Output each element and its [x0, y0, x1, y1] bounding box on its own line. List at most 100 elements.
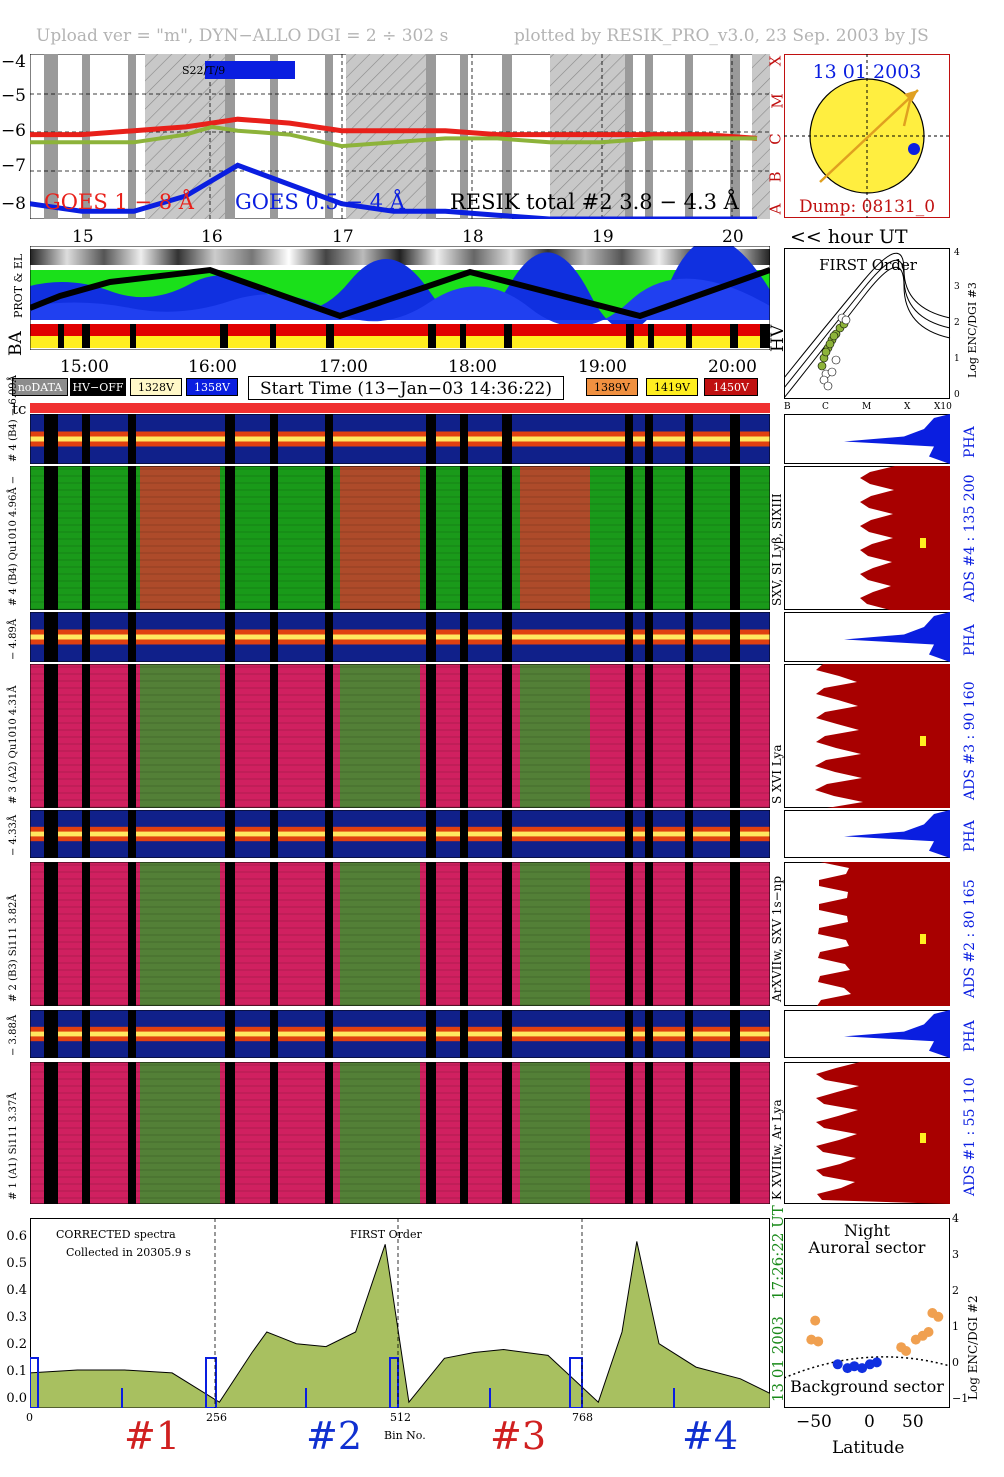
goes-series-2 [30, 124, 757, 149]
xtick: 768 [572, 1411, 593, 1424]
ytick: 1 [952, 1320, 959, 1333]
pha-histogram-3 [784, 612, 950, 662]
latitude-point [832, 1359, 843, 1370]
ytick: −6 [0, 121, 26, 141]
ads-profile-1 [784, 1062, 950, 1204]
orbit-track [30, 266, 770, 320]
upload-version: Upload ver = "m", DYN−ALLO DGI = 2 ÷ 302… [36, 26, 449, 46]
first-order-point [827, 367, 837, 377]
channel-label-1: # 1 (A1) Si111 3.37Å [8, 1092, 19, 1200]
first-order-point [831, 355, 841, 365]
hour-ut-label: << hour UT [790, 226, 908, 248]
ytick: 2 [954, 318, 960, 328]
background-label: Background sector [790, 1377, 944, 1396]
goes-series-0 [30, 116, 758, 141]
line-ids-3: S XVI Lya [770, 744, 784, 805]
class-label: C [766, 133, 785, 145]
pha-strip-1 [30, 1010, 770, 1058]
corrected-label: CORRECTED spectra [56, 1228, 176, 1241]
ytick: −7 [0, 156, 26, 176]
auroral-label: Auroral sector [808, 1238, 926, 1257]
time-tick: 19:00 [578, 357, 627, 377]
elevation-strip [30, 249, 770, 265]
latitude-point [813, 1336, 824, 1347]
hour-tick: 17 [332, 227, 354, 247]
spectrum-series [30, 1241, 770, 1408]
xtick: −50 [796, 1412, 832, 1432]
pha-strip-3 [30, 612, 770, 662]
xtick: 0 [26, 1411, 33, 1424]
first-order-scatter [817, 313, 851, 391]
legend-nodata: noDATA [12, 378, 68, 396]
hour-tick: 15 [72, 227, 94, 247]
collected-label: Collected in 20305.9 s [66, 1246, 191, 1259]
spectrum-plot: CORRECTED spectra Collected in 20305.9 s… [30, 1218, 770, 1408]
class-label: X [766, 55, 785, 67]
latitude-panel: Night Auroral sector Background sector [784, 1218, 951, 1408]
xtick: 256 [206, 1411, 227, 1424]
legend-1389v: 1389V [586, 378, 638, 396]
line-ids-2: ArXVIIw, SXV 1s−np [770, 875, 784, 1002]
lat-ylabel: Log ENC/DGI #2 [966, 1295, 980, 1400]
ytick: 0.6 [6, 1229, 27, 1244]
ytick: 3 [954, 282, 960, 292]
ytick: 0.4 [6, 1283, 27, 1298]
ads-label-4: ADS #4 : 135 200 [962, 474, 978, 602]
ads-label-3: ADS #3 : 90 160 [962, 681, 978, 800]
xtick: B [784, 402, 791, 410]
latitude-point [896, 1342, 907, 1353]
ytick: 4 [954, 248, 960, 258]
pha-histogram-1 [784, 1010, 950, 1058]
line-ids-4: SXV, SI Lyβ, SIXIII [770, 493, 784, 606]
ba-label: BA [6, 331, 26, 356]
channel-label-2: # 2 (B3) Si111 3.82Å [8, 894, 19, 1002]
first-order-point [817, 361, 827, 371]
time-tick: 15:00 [60, 357, 109, 377]
spectrum-area [30, 1241, 770, 1408]
goes-lightcurve-plot: S22/T/9 GOES 1 − 8 Å GOES 0.5 − 4 Å RESI… [30, 54, 770, 219]
xtick: X [904, 402, 911, 410]
hour-tick: 19 [592, 227, 614, 247]
hour-tick: 16 [201, 227, 223, 247]
xtick: 50 [902, 1412, 924, 1432]
ytick: −4 [0, 52, 26, 72]
satellite-position [908, 143, 920, 155]
spectrogram-4 [30, 466, 770, 610]
night-label: Night [844, 1221, 891, 1240]
goes-series [30, 116, 758, 219]
gap-marker [205, 1357, 217, 1408]
ytick: −1 [952, 1392, 969, 1405]
hv-strip [30, 336, 770, 348]
pha-label-2: PHA [962, 820, 978, 852]
pha-label-1: PHA [962, 1020, 978, 1052]
legend-goes-1-8: GOES 1 − 8 Å [44, 189, 195, 214]
ytick: 3 [952, 1248, 959, 1261]
ads-label-1: ADS #1 : 55 110 [962, 1077, 978, 1196]
legend-goes-05-4: GOES 0.5 − 4 Å [235, 189, 406, 214]
latitude-point [923, 1327, 934, 1337]
pha-label-3: PHA [962, 624, 978, 656]
sun-disk-panel: 13 01 2003 Dump: 08131_0 [784, 54, 950, 218]
prot-el-label: PROT & EL [12, 253, 25, 318]
status-strips [30, 246, 770, 350]
sun-date: 13 01 2003 [813, 61, 922, 83]
ytick: 0 [952, 1356, 959, 1369]
ytick: 4 [952, 1212, 959, 1225]
ytick: 0.0 [6, 1391, 27, 1406]
ytick: 0.5 [6, 1256, 27, 1271]
pha-range-label-1: − 3.88Å [8, 1014, 19, 1056]
xtick: 512 [390, 1411, 411, 1424]
ytick: −8 [0, 194, 26, 214]
ytick: 1 [954, 354, 960, 364]
lat-xaxis: −50 0 50 [784, 1412, 952, 1432]
first-order-point [823, 381, 833, 391]
xtick: C [822, 402, 829, 410]
hour-axis: 15 16 17 18 19 20 [30, 227, 770, 249]
gap-marker [30, 1357, 39, 1408]
ads-profile-4 [784, 466, 950, 610]
first-order-panel: FIRST Order B C M X X10 [784, 248, 952, 410]
detector-label-4: #4 [682, 1414, 739, 1458]
pha-strip-2 [30, 810, 770, 858]
hour-tick: 20 [722, 227, 744, 247]
class-label: A [766, 203, 785, 215]
